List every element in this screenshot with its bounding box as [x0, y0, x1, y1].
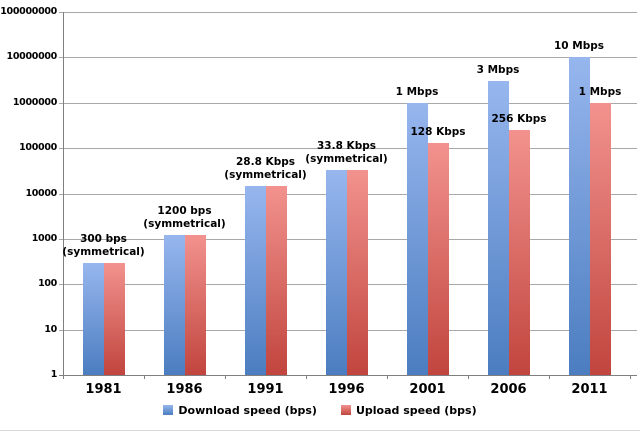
bar-download-1986: [163, 235, 185, 375]
legend-swatch-download-icon: [163, 405, 174, 415]
y-tick-label: 1000: [31, 232, 58, 244]
x-axis-label-2001: 2001: [409, 382, 446, 397]
bar-download-2006: [487, 81, 509, 375]
bar-label-shared: (symmetrical): [62, 245, 145, 258]
bar-label-upload: 1 Mbps: [578, 85, 622, 98]
bar-label-upload: 256 Kbps: [491, 112, 547, 125]
legend-item-download: Download speed (bps): [163, 404, 317, 417]
bar-download-2011: [568, 57, 590, 375]
y-tick-label: 1000000: [12, 96, 57, 108]
y-tick-label: 10000000: [6, 51, 58, 63]
bar-label-shared: 33.8 Kbps: [317, 139, 376, 152]
bar-upload-2006: [508, 129, 530, 375]
legend-item-upload: Upload speed (bps): [340, 403, 477, 417]
x-axis-tick: [630, 375, 631, 379]
bar-upload-1986: [184, 235, 206, 375]
bar-label-download: 10 Mbps: [554, 40, 604, 53]
bar-upload-1991: [265, 186, 287, 375]
gridline: [59, 375, 637, 376]
gridline: [59, 57, 637, 59]
bar-label-download: 3 Mbps: [476, 64, 520, 77]
x-axis-label-2006: 2006: [490, 382, 527, 397]
x-axis-tick: [468, 375, 469, 379]
x-axis-label-1996: 1996: [328, 382, 365, 397]
x-axis-label-2011: 2011: [571, 382, 608, 397]
bar-upload-2001: [427, 143, 449, 375]
x-axis-tick: [549, 375, 550, 379]
bar-upload-1981: [103, 262, 125, 375]
bar-label-shared: 28.8 Kbps: [236, 156, 295, 169]
x-axis-tick: [63, 375, 64, 379]
x-axis-tick: [225, 375, 226, 379]
legend-label: Download speed (bps): [178, 403, 317, 417]
gridline: [59, 102, 637, 104]
x-axis-label-1986: 1986: [166, 382, 203, 397]
frame-bottom-edge: [0, 430, 640, 431]
legend: Download speed (bps) Upload speed (bps): [0, 399, 640, 421]
y-tick-label: 10000: [25, 187, 57, 199]
bar-label-shared: (symmetrical): [224, 169, 307, 182]
bar-label-shared: (symmetrical): [143, 218, 226, 231]
bar-label-shared: 300 bps: [80, 232, 127, 245]
bar-download-2001: [406, 102, 428, 375]
x-axis-tick: [387, 375, 388, 379]
y-tick-label: 100000000: [0, 6, 57, 17]
bar-label-upload: 128 Kbps: [410, 126, 466, 139]
gridline: [59, 148, 637, 150]
bar-label-download: 1 Mbps: [395, 85, 439, 98]
y-axis-line: [63, 12, 64, 379]
bar-download-1991: [244, 186, 266, 375]
bar-download-1981: [82, 262, 104, 375]
y-tick-label: 100: [38, 278, 57, 290]
x-axis-label-1981: 1981: [85, 382, 122, 397]
x-axis-label-1991: 1991: [247, 382, 284, 397]
gridline: [59, 12, 637, 13]
bar-label-shared: 1200 bps: [157, 205, 212, 218]
y-tick-label: 1: [50, 369, 58, 380]
legend-label: Upload speed (bps): [355, 403, 477, 417]
x-axis-tick: [144, 375, 145, 379]
x-axis-tick: [306, 375, 307, 379]
bar-upload-2011: [589, 102, 611, 375]
bar-label-shared: (symmetrical): [305, 152, 388, 165]
bar-upload-1996: [346, 169, 368, 375]
y-tick-label: 100000: [19, 142, 57, 154]
y-tick-label: 10: [44, 323, 57, 335]
legend-swatch-upload-icon: [340, 405, 351, 415]
bar-download-1996: [325, 169, 347, 375]
